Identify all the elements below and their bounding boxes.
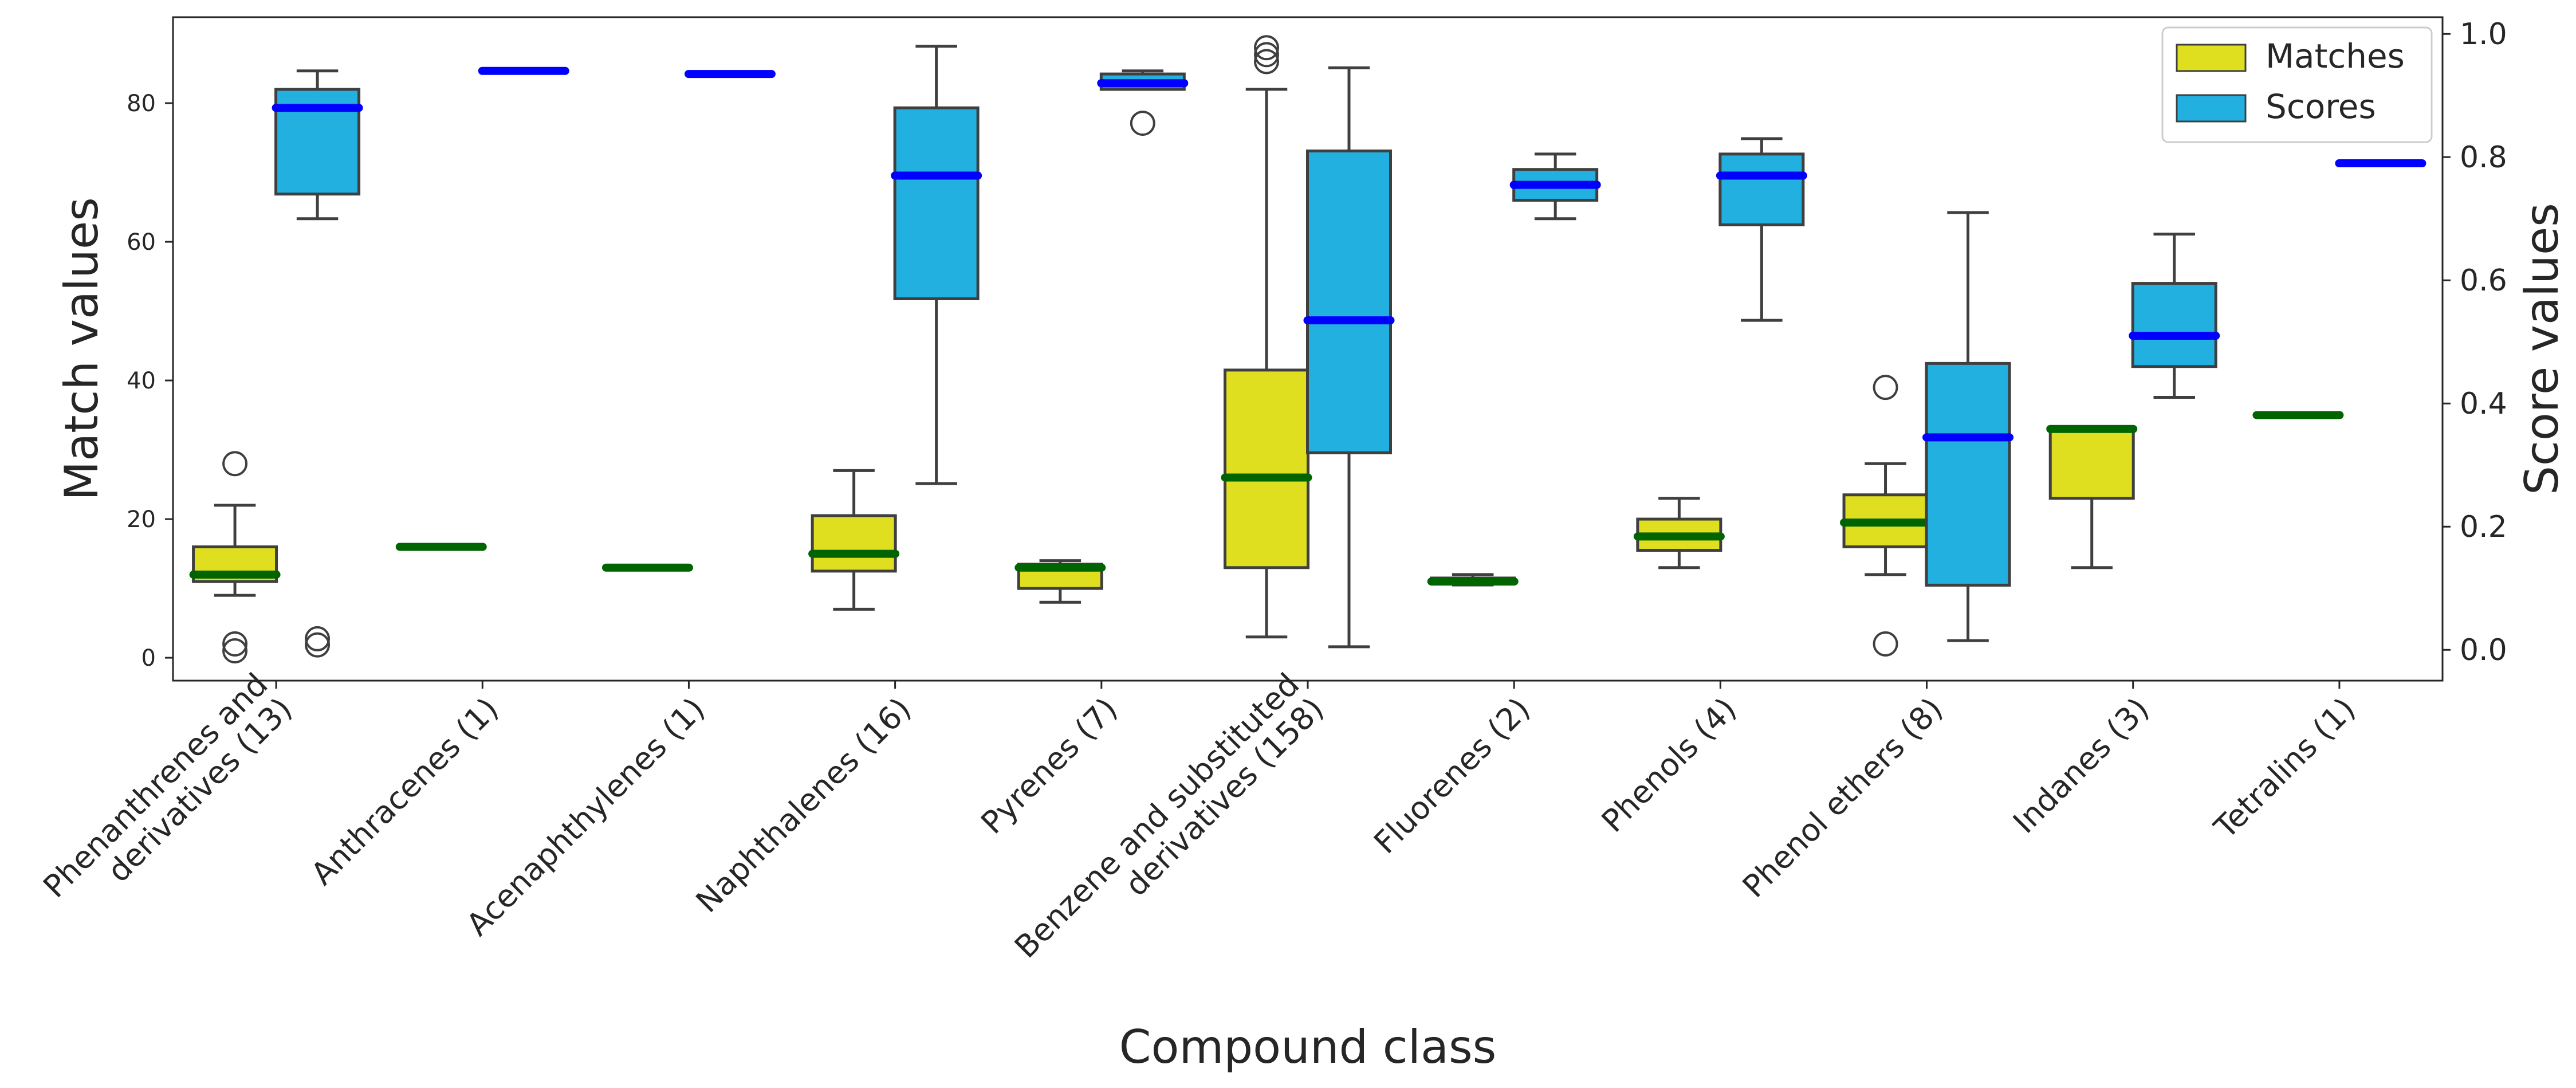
y-left-tick-label: 80 bbox=[127, 91, 156, 117]
legend-swatch-matches bbox=[2176, 44, 2247, 72]
y-right-tick-label: 0.2 bbox=[2460, 510, 2507, 544]
matches-box-3 bbox=[808, 469, 900, 611]
matches-iqr-box bbox=[811, 514, 897, 573]
legend-swatch-scores bbox=[2176, 94, 2247, 123]
y-left-tick-label: 0 bbox=[141, 645, 156, 671]
y-left-tick-label: 40 bbox=[127, 368, 156, 394]
legend-label-scores: Scores bbox=[2266, 87, 2376, 126]
scores-box-0 bbox=[272, 69, 363, 658]
matches-outlier bbox=[1873, 631, 1898, 657]
scores-outlier bbox=[305, 632, 331, 658]
y-right-tick-label: 0.0 bbox=[2460, 633, 2507, 667]
matches-box-8 bbox=[1840, 375, 1932, 657]
matches-box-5 bbox=[1221, 35, 1312, 639]
scores-box-4 bbox=[1097, 69, 1189, 136]
matches-box-7 bbox=[1633, 497, 1725, 569]
scores-iqr-box bbox=[2131, 282, 2217, 368]
legend-label-matches: Matches bbox=[2266, 37, 2405, 76]
scores-box-8 bbox=[1922, 211, 2014, 642]
matches-outlier bbox=[1873, 375, 1898, 400]
y-axis-left-title: Match values bbox=[55, 197, 108, 501]
y-right-tick-label: 1.0 bbox=[2460, 17, 2507, 52]
plot-area bbox=[189, 35, 2426, 663]
y-right-tick-label: 0.8 bbox=[2460, 140, 2507, 175]
matches-outlier bbox=[222, 451, 248, 477]
matches-box-10 bbox=[2252, 411, 2344, 419]
matches-box-4 bbox=[1014, 559, 1106, 604]
scores-outlier bbox=[305, 626, 331, 651]
matches-iqr-box bbox=[2048, 427, 2135, 500]
matches-outlier bbox=[1254, 42, 1279, 68]
scores-iqr-box bbox=[1718, 152, 1805, 226]
y-left-tick-label: 20 bbox=[127, 506, 156, 533]
scores-iqr-box bbox=[893, 106, 980, 300]
y-right-tick-label: 0.4 bbox=[2460, 387, 2507, 421]
matches-box-0 bbox=[189, 451, 281, 663]
y-left-tick-label: 60 bbox=[127, 229, 156, 256]
matches-outlier bbox=[222, 631, 248, 657]
scores-box-1 bbox=[478, 66, 569, 75]
scores-box-3 bbox=[891, 45, 982, 485]
y-right-tick-label: 0.6 bbox=[2460, 264, 2507, 298]
matches-outlier bbox=[222, 638, 248, 663]
matches-outlier bbox=[1254, 35, 1279, 61]
scores-box-7 bbox=[1716, 137, 1807, 322]
legend: Matches Scores bbox=[2161, 26, 2433, 143]
scores-box-5 bbox=[1303, 66, 1395, 649]
y-axis-right-title: Score values bbox=[2515, 203, 2569, 495]
x-axis-title: Compound class bbox=[1119, 1020, 1497, 1074]
scores-outlier bbox=[1130, 111, 1155, 136]
scores-box-9 bbox=[2129, 233, 2220, 399]
matches-iqr-box bbox=[1224, 368, 1309, 569]
scores-iqr-box bbox=[1306, 149, 1392, 454]
scores-iqr-box bbox=[1925, 362, 2011, 587]
matches-box-6 bbox=[1427, 573, 1519, 587]
matches-outlier bbox=[1254, 49, 1279, 74]
matches-box-9 bbox=[2046, 425, 2138, 569]
scores-box-6 bbox=[1509, 152, 1601, 221]
scores-box-10 bbox=[2335, 159, 2426, 167]
